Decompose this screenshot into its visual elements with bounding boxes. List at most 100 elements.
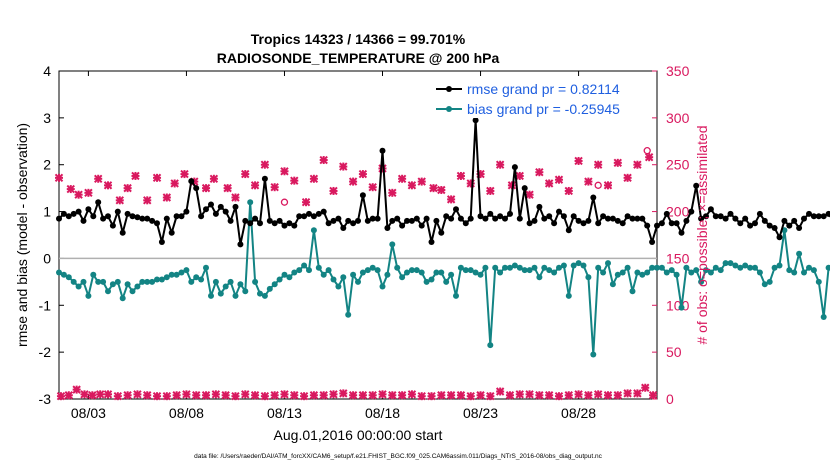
- obs-assimilated-marker: [603, 181, 613, 190]
- rmse-point: [208, 201, 214, 208]
- bias-point: [673, 271, 680, 278]
- rmse-point: [815, 213, 822, 220]
- bias-point: [756, 269, 763, 276]
- right-axis-ticks: 0 50 100 150 200 250 300 350: [652, 63, 690, 407]
- bias-point: [320, 271, 327, 278]
- obs-assimilated-marker: [446, 195, 456, 204]
- rmse-point: [801, 215, 807, 222]
- rmse-point: [668, 220, 675, 227]
- obs-assimilated-marker: [192, 391, 201, 400]
- obs-assimilated-marker: [358, 391, 368, 400]
- bias-point: [408, 267, 415, 274]
- obs-possible-marker: [280, 198, 289, 206]
- bias-point: [585, 274, 592, 281]
- x-tick-label: 08/18: [365, 405, 400, 421]
- bias-point: [516, 264, 523, 271]
- rmse-point: [291, 222, 298, 229]
- rmse-point: [315, 210, 322, 217]
- data-file-footer: data file: /Users/raeder/DAI/ATM_forcXX/…: [194, 453, 603, 460]
- bias-point: [796, 250, 803, 257]
- bias-point: [448, 271, 455, 278]
- rmse-point: [605, 215, 611, 222]
- rmse-point: [227, 217, 234, 224]
- obs-assimilated-marker: [221, 391, 230, 400]
- bias-point: [124, 281, 131, 288]
- series-layer: [56, 117, 830, 358]
- bias-point: [203, 264, 209, 271]
- obs-assimilated-marker: [515, 390, 524, 399]
- obs-assimilated-marker: [231, 193, 240, 202]
- bias-point: [570, 262, 577, 269]
- obs-assimilated-marker: [495, 160, 505, 169]
- rmse-point: [428, 239, 435, 245]
- rmse-point: [791, 217, 798, 224]
- rmse-point: [683, 217, 690, 224]
- bias-point: [482, 264, 489, 271]
- bias-point: [678, 304, 685, 311]
- rmse-point: [252, 215, 259, 222]
- bias-point: [173, 271, 180, 278]
- left-tick-label: -3: [39, 391, 52, 407]
- rmse-point: [301, 213, 308, 220]
- obs-assimilated-marker: [301, 197, 311, 207]
- bias-point: [801, 269, 807, 276]
- rmse-point: [408, 217, 415, 224]
- bias-point: [688, 269, 695, 276]
- obs-assimilated-marker: [644, 153, 654, 162]
- left-axis-ticks: -3 -2 -1 0 1 2 3 4: [39, 63, 64, 407]
- obs-assimilated-marker: [72, 385, 81, 394]
- obs-assimilated-marker: [648, 391, 658, 400]
- bias-point: [291, 269, 298, 276]
- bias-point: [668, 267, 675, 274]
- chart-title: Tropics 14323 / 14366 = 99.701%: [251, 31, 466, 47]
- obs-assimilated-marker: [554, 391, 564, 401]
- bias-point: [119, 295, 126, 302]
- obs-assimilated-marker: [544, 391, 554, 400]
- bias-point: [467, 267, 474, 274]
- obs-assimilated-marker: [593, 390, 603, 399]
- rmse-point: [384, 225, 391, 231]
- obs-assimilated-marker: [64, 391, 74, 400]
- obs-assimilated-marker: [388, 188, 397, 198]
- rmse-point: [570, 213, 577, 220]
- obs-assimilated-marker: [143, 196, 152, 205]
- rmse-point: [158, 239, 165, 245]
- obs-assimilated-marker: [131, 171, 140, 181]
- rmse-point: [306, 210, 312, 217]
- rmse-point: [609, 215, 616, 222]
- bias-point: [193, 274, 200, 281]
- rmse-point: [149, 217, 156, 224]
- obs-assimilated-marker: [486, 391, 495, 401]
- legend-box: [430, 78, 652, 118]
- bias-point: [825, 264, 830, 271]
- rmse-point: [193, 185, 200, 192]
- rmse-point: [663, 210, 670, 217]
- bias-point: [472, 269, 479, 276]
- rmse-point: [472, 117, 479, 124]
- bias-point: [65, 274, 72, 281]
- obs-assimilated-marker: [162, 391, 172, 401]
- obs-assimilated-marker: [270, 391, 279, 400]
- obs-assimilated-marker: [456, 171, 466, 181]
- obs-assimilated-marker: [250, 181, 260, 190]
- obs-assimilated-marker: [201, 391, 211, 400]
- x-tick-label: 08/03: [71, 405, 106, 421]
- bias-point: [614, 271, 621, 278]
- rmse-point: [761, 217, 768, 224]
- bias-point: [109, 281, 116, 288]
- bias-point: [761, 281, 768, 288]
- rmse-point: [119, 229, 126, 236]
- bias-point: [693, 267, 700, 274]
- bias-point: [325, 267, 332, 274]
- bias-point: [477, 271, 484, 278]
- obs-assimilated-marker: [88, 391, 97, 400]
- obs-assimilated-marker: [613, 158, 622, 168]
- obs-assimilated-marker: [241, 169, 250, 179]
- obs-assimilated-marker: [348, 177, 358, 186]
- rmse-point: [364, 217, 371, 224]
- right-tick-label: 0: [666, 391, 674, 407]
- bias-point: [281, 271, 288, 278]
- obs-assimilated-marker: [348, 391, 358, 400]
- rmse-point: [70, 210, 77, 217]
- rmse-point: [477, 213, 484, 220]
